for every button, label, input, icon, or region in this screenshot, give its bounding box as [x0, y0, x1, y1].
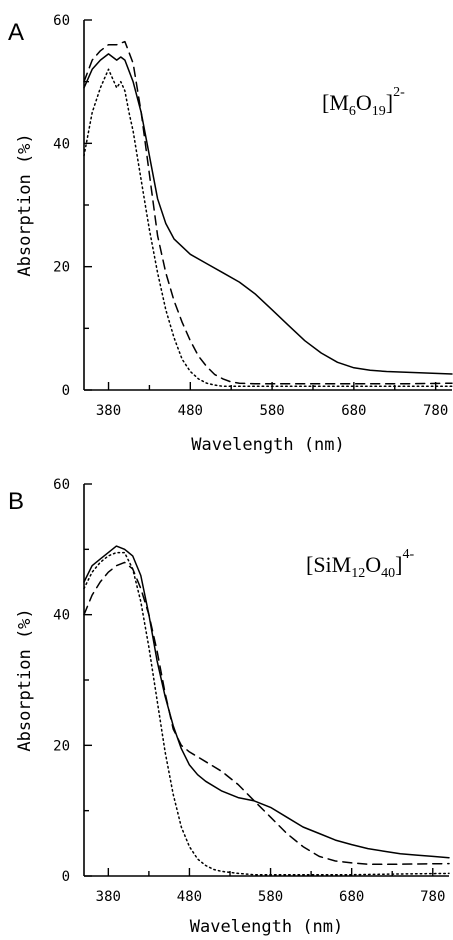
y-tick-label: 0	[62, 869, 70, 885]
species-annotation-part: [M	[322, 90, 349, 115]
x-tick-label: 680	[341, 403, 366, 419]
x-tick-label: 580	[258, 889, 283, 905]
panel-b: B 0 20 40 60 380 480 580 680 780 Wavelength (nm) Ab…	[8, 477, 450, 937]
x-tick-label: 380	[96, 403, 121, 419]
species-annotation-part: 4-	[402, 547, 414, 562]
panel-a: A 0 20 40 60 380 480 580 680 780 Wavelength (nm) Ab…	[8, 13, 453, 455]
series-line-dotted	[83, 551, 450, 876]
series-line-solid	[83, 53, 453, 375]
species-annotation-part: O	[365, 552, 381, 577]
x-axis-label: Wavelength (nm)	[190, 917, 344, 937]
species-annotation-part: ]	[386, 90, 393, 115]
y-tick-label: 20	[53, 260, 70, 276]
y-tick-label: 0	[62, 383, 70, 399]
x-tick-label: 780	[420, 889, 445, 905]
y-axis-label: Absorption (%)	[15, 133, 35, 276]
y-tick-label: 20	[53, 738, 70, 754]
series-line-solid	[83, 545, 450, 859]
x-tick-label: 680	[339, 889, 364, 905]
panel-label: B	[8, 488, 24, 515]
species-annotation-part: 6	[349, 104, 356, 119]
y-axis-label: Absorption (%)	[15, 608, 35, 751]
species-annotation: [SiM12O40]4-	[306, 547, 414, 581]
x-tick-label: 780	[423, 403, 448, 419]
species-annotation-part: 12	[351, 566, 365, 581]
species-annotation-part: 2-	[393, 85, 405, 100]
series-line-dashed	[83, 561, 450, 865]
y-tick-label: 60	[53, 13, 70, 29]
x-tick-label: 380	[96, 889, 121, 905]
y-tick-label: 40	[53, 608, 70, 624]
species-annotation-part: O	[356, 90, 372, 115]
panel-label: A	[8, 19, 24, 46]
series-line-dashed	[83, 40, 453, 385]
y-tick-label: 60	[53, 477, 70, 493]
x-tick-label: 480	[178, 403, 203, 419]
x-axis-label: Wavelength (nm)	[191, 435, 345, 455]
species-annotation-part: [SiM	[306, 552, 351, 577]
species-annotation: [M6O19]2-	[322, 85, 405, 119]
species-annotation-part: ]	[395, 552, 402, 577]
x-tick-label: 480	[177, 889, 202, 905]
species-annotation-part: 19	[372, 104, 386, 119]
y-tick-label: 40	[53, 136, 70, 152]
x-tick-label: 580	[259, 403, 284, 419]
series-line-dotted	[83, 68, 453, 388]
species-annotation-part: 40	[381, 566, 395, 581]
